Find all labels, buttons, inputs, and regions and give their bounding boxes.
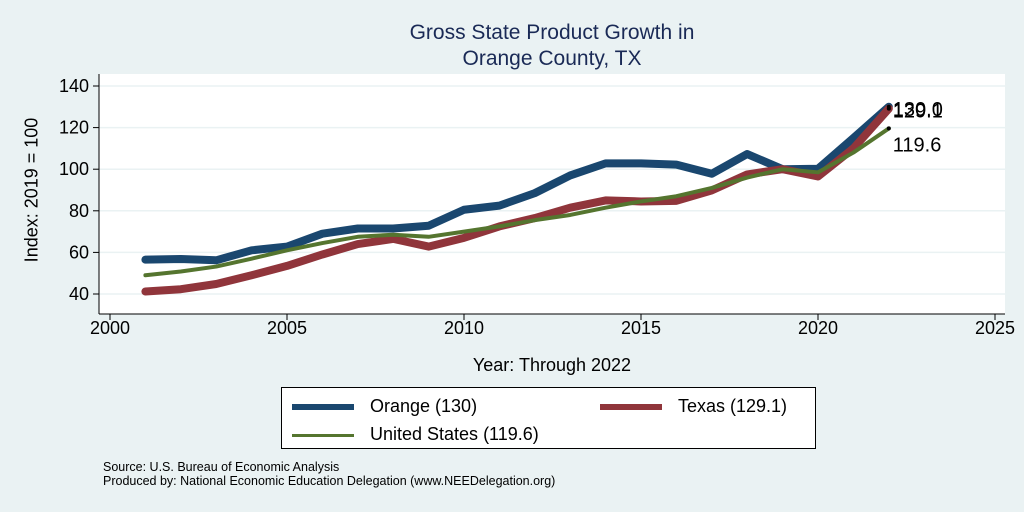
y-tick-label: 140 bbox=[59, 76, 89, 96]
footer: Source: U.S. Bureau of Economic Analysis… bbox=[103, 460, 555, 488]
y-tick-label: 100 bbox=[59, 159, 89, 179]
end-marker-texas bbox=[886, 106, 891, 111]
series-lines bbox=[141, 102, 893, 296]
end-marker-united-states bbox=[886, 126, 891, 131]
x-tick-label: 2015 bbox=[621, 318, 661, 338]
x-tick-label: 2010 bbox=[444, 318, 484, 338]
x-tick-label: 2000 bbox=[90, 318, 130, 338]
x-tick-label: 2020 bbox=[798, 318, 838, 338]
end-label-texas: 129.1 bbox=[893, 101, 943, 123]
x-tick-label: 2005 bbox=[267, 318, 307, 338]
x-tick-label: 2025 bbox=[975, 318, 1015, 338]
series-line-orange bbox=[141, 102, 893, 265]
y-tick-label: 120 bbox=[59, 118, 89, 138]
legend-label-united-states: United States (119.6) bbox=[370, 424, 539, 444]
y-axis-label: Index: 2019 = 100 bbox=[21, 117, 42, 263]
y-tick-label: 60 bbox=[69, 242, 89, 262]
end-label-orange: 130.0 bbox=[893, 99, 943, 121]
series-line-united-states bbox=[143, 126, 891, 278]
y-tick-label: 40 bbox=[69, 284, 89, 304]
end-label-united-states: 119.6 bbox=[893, 134, 942, 156]
legend-swatch-texas bbox=[600, 404, 662, 410]
y-tick-label: 80 bbox=[69, 201, 89, 221]
legend-swatch-orange bbox=[292, 404, 354, 410]
axes: 40 60 80 100 120 140 2000 2005 2010 2015 2020 2025 bbox=[59, 74, 1015, 338]
x-axis-label: Year: Through 2022 bbox=[472, 355, 632, 375]
producer-note: Produced by: National Economic Education… bbox=[103, 474, 556, 488]
legend: Orange (130) Texas (129.1) United States… bbox=[281, 387, 816, 449]
legend-label-orange: Orange (130) bbox=[370, 396, 478, 416]
chart-title-line-2: Orange County, TX bbox=[462, 47, 642, 70]
chart-title-line-1: Gross State Product Growth in bbox=[409, 21, 695, 44]
legend-label-texas: Texas (129.1) bbox=[678, 396, 788, 416]
legend-swatch-united-states bbox=[292, 434, 354, 437]
chart-title: Gross State Product Growth in Orange Cou… bbox=[0, 20, 1024, 72]
source-note: Source: U.S. Bureau of Economic Analysis bbox=[103, 460, 340, 474]
